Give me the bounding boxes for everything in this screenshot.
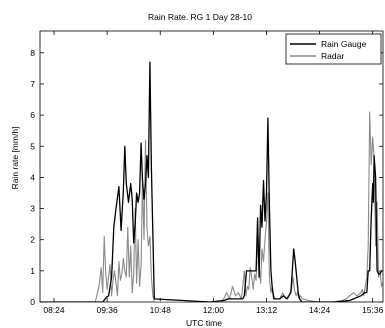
x-axis: 08:24 09:36 10:48 12:00 13:12 14:24 15:36 xyxy=(43,31,384,315)
x-axis-title: UTC time xyxy=(186,318,222,328)
x-tick-label: 10:48 xyxy=(150,305,172,315)
x-tick-label: 14:24 xyxy=(309,305,331,315)
series-line-radar xyxy=(40,111,383,302)
y-tick-label: 7 xyxy=(30,79,35,89)
y-axis: 0 1 2 3 4 5 6 7 8 xyxy=(30,48,383,307)
legend: Rain Gauge Radar xyxy=(285,33,382,65)
y-tick-label: 0 xyxy=(30,297,35,307)
x-tick-label: 09:36 xyxy=(96,305,118,315)
y-axis-title: Rain rate [mm/h] xyxy=(10,127,20,190)
y-tick-label: 5 xyxy=(30,141,35,151)
y-tick-label: 8 xyxy=(30,48,35,58)
legend-box xyxy=(285,33,382,65)
legend-label: Radar xyxy=(321,51,344,61)
legend-label: Rain Gauge xyxy=(321,39,367,49)
y-tick-label: 6 xyxy=(30,110,35,120)
x-tick-label: 15:36 xyxy=(362,305,384,315)
y-tick-label: 4 xyxy=(30,172,35,182)
series-layer xyxy=(40,61,383,302)
x-tick-label: 12:00 xyxy=(203,305,225,315)
y-tick-label: 2 xyxy=(30,235,35,245)
x-tick-label: 08:24 xyxy=(43,305,65,315)
plot-area xyxy=(39,30,384,303)
y-tick-label: 3 xyxy=(30,204,35,214)
chart-title: Rain Rate. RG 1 Day 28-10 xyxy=(148,12,252,22)
series-line-rain-gauge xyxy=(40,61,383,302)
x-tick-label: 13:12 xyxy=(256,305,278,315)
y-tick-label: 1 xyxy=(30,266,35,276)
